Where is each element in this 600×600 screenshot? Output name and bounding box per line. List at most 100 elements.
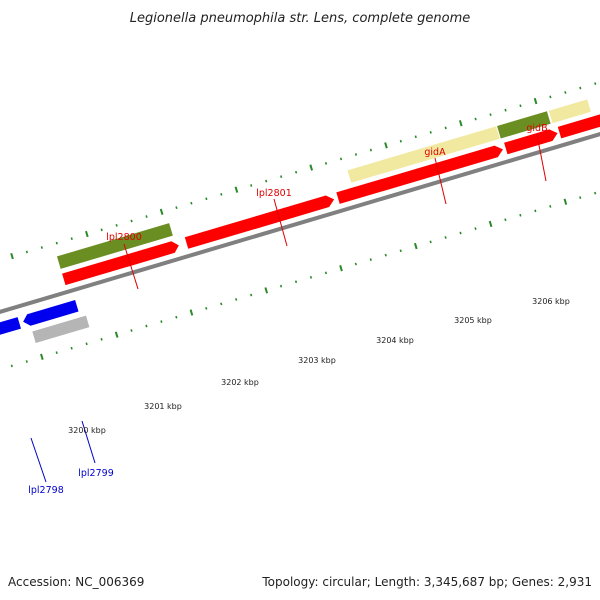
scale-label-3201: 3201 kbp bbox=[144, 402, 182, 411]
gene-gidA-arrow[interactable] bbox=[336, 144, 504, 204]
forward-scale-major-tick bbox=[159, 208, 164, 216]
reverse-scale-minor-tick bbox=[175, 315, 178, 319]
cog-bar-gidA[interactable] bbox=[497, 111, 551, 139]
forward-scale-minor-tick bbox=[205, 197, 208, 201]
reverse-scale-minor-tick bbox=[519, 213, 522, 217]
reverse-scale-minor-tick bbox=[324, 271, 328, 275]
forward-scale-minor-tick bbox=[324, 161, 328, 165]
gene-lpl2800-arrow[interactable] bbox=[62, 240, 180, 286]
cog-bar-lpl2800[interactable] bbox=[56, 223, 173, 269]
forward-scale-minor-tick bbox=[579, 86, 582, 90]
forward-scale-minor-tick bbox=[130, 219, 133, 223]
cog-bar-gidB[interactable] bbox=[548, 99, 591, 124]
gene-label-gidA[interactable]: gidA bbox=[424, 147, 446, 158]
forward-scale-minor-tick bbox=[489, 113, 492, 116]
forward-scale-major-tick bbox=[309, 164, 314, 171]
reverse-scale-minor-tick bbox=[459, 231, 462, 235]
forward-scale-minor-tick bbox=[339, 157, 343, 161]
scale-label-3202: 3202 kbp bbox=[221, 378, 259, 387]
gene-label-gidB[interactable]: gidB bbox=[526, 123, 547, 134]
reverse-scale-minor-tick bbox=[220, 302, 223, 306]
gene-label-lpl2798[interactable]: lpl2798 bbox=[28, 485, 64, 496]
forward-scale-minor-tick bbox=[115, 224, 118, 227]
gene-gidB-arrow[interactable] bbox=[504, 127, 559, 155]
reverse-scale-minor-tick bbox=[399, 249, 402, 253]
gene-label-lpl2799[interactable]: lpl2799 bbox=[78, 468, 114, 479]
scale-label-3206: 3206 kbp bbox=[532, 297, 570, 306]
gene-label-lpl2800[interactable]: lpl2800 bbox=[106, 232, 142, 243]
reverse-scale-major-tick bbox=[563, 198, 568, 205]
leader-gidB bbox=[536, 134, 547, 182]
cog-bar-lpl2801[interactable] bbox=[347, 126, 500, 183]
reverse-scale-minor-tick bbox=[130, 329, 133, 332]
forward-scale-minor-tick bbox=[444, 126, 447, 130]
reverse-scale-major-tick bbox=[413, 242, 418, 250]
forward-scale-minor-tick bbox=[294, 170, 298, 174]
forward-scale-major-tick bbox=[384, 142, 388, 149]
forward-scale-minor-tick bbox=[100, 228, 103, 232]
forward-scale-major-tick bbox=[85, 230, 89, 238]
cog-bar-lpl2799[interactable] bbox=[32, 315, 90, 344]
reverse-scale-minor-tick bbox=[85, 342, 88, 346]
reverse-scale-minor-tick bbox=[294, 280, 298, 284]
reverse-scale-minor-tick bbox=[160, 320, 163, 324]
reverse-scale-minor-tick bbox=[429, 240, 432, 244]
reverse-scale-major-tick bbox=[488, 220, 493, 228]
forward-scale-minor-tick bbox=[429, 130, 432, 134]
forward-scale-minor-tick bbox=[280, 175, 283, 179]
reverse-scale-minor-tick bbox=[474, 227, 477, 230]
reverse-scale-minor-tick bbox=[369, 258, 372, 261]
reverse-scale-major-tick bbox=[40, 353, 44, 360]
forward-scale-minor-tick bbox=[564, 91, 567, 94]
gene-label-lpl2801[interactable]: lpl2801 bbox=[256, 188, 292, 199]
reverse-scale-minor-tick bbox=[504, 218, 507, 222]
reverse-scale-minor-tick bbox=[309, 275, 313, 279]
forward-scale-minor-tick bbox=[145, 215, 148, 218]
scale-label-3203: 3203 kbp bbox=[298, 356, 336, 365]
genome-strip bbox=[0, 82, 600, 368]
forward-scale-minor-tick bbox=[594, 82, 597, 85]
reverse-scale-minor-tick bbox=[250, 293, 253, 297]
leader-lpl2798 bbox=[30, 437, 47, 483]
reverse-scale-ticks bbox=[10, 191, 597, 368]
forward-scale-major-tick bbox=[533, 97, 538, 105]
reverse-scale-minor-tick bbox=[534, 209, 537, 213]
forward-scale-minor-tick bbox=[369, 148, 373, 152]
forward-scale-minor-tick bbox=[220, 192, 223, 196]
forward-scale-major-tick bbox=[234, 186, 239, 193]
accession-text: Accession: NC_006369 bbox=[8, 575, 144, 589]
scale-label-3200: 3200 kbp bbox=[68, 426, 106, 435]
forward-scale-minor-tick bbox=[70, 237, 73, 241]
forward-scale-minor-tick bbox=[519, 104, 522, 108]
map-title: Legionella pneumophila str. Lens, comple… bbox=[130, 11, 471, 26]
gene-lpl2798-arrow[interactable] bbox=[0, 317, 21, 351]
gene-lpl2801-arrow[interactable] bbox=[184, 194, 336, 249]
forward-scale-minor-tick bbox=[474, 117, 477, 121]
gene-next-arrow[interactable] bbox=[557, 112, 600, 139]
reverse-scale-minor-tick bbox=[100, 337, 103, 341]
gene-lpl2799-arrow[interactable] bbox=[21, 300, 79, 327]
forward-scale-major-tick bbox=[10, 252, 14, 260]
scale-label-3204: 3204 kbp bbox=[376, 336, 414, 345]
forward-scale-minor-tick bbox=[250, 184, 253, 187]
reverse-scale-minor-tick bbox=[70, 346, 73, 350]
leader-gidA bbox=[434, 157, 447, 205]
reverse-scale-minor-tick bbox=[579, 196, 582, 199]
reverse-scale-major-tick bbox=[114, 331, 119, 338]
reverse-scale-minor-tick bbox=[10, 364, 13, 368]
forward-scale-minor-tick bbox=[414, 135, 417, 139]
forward-scale-minor-tick bbox=[265, 179, 268, 183]
leader-lpl2801 bbox=[273, 198, 288, 247]
reverse-scale-major-tick bbox=[264, 287, 269, 294]
leader-lpl2800 bbox=[123, 243, 139, 290]
forward-scale-minor-tick bbox=[40, 246, 43, 249]
forward-scale-minor-tick bbox=[354, 153, 358, 156]
topology-summary-text: Topology: circular; Length: 3,345,687 bp… bbox=[261, 575, 592, 589]
forward-scale-minor-tick bbox=[504, 108, 507, 112]
leader-lpl2799 bbox=[81, 420, 96, 464]
forward-scale-minor-tick bbox=[55, 241, 58, 245]
genome-backbone bbox=[0, 122, 600, 332]
forward-scale-minor-tick bbox=[549, 95, 552, 99]
